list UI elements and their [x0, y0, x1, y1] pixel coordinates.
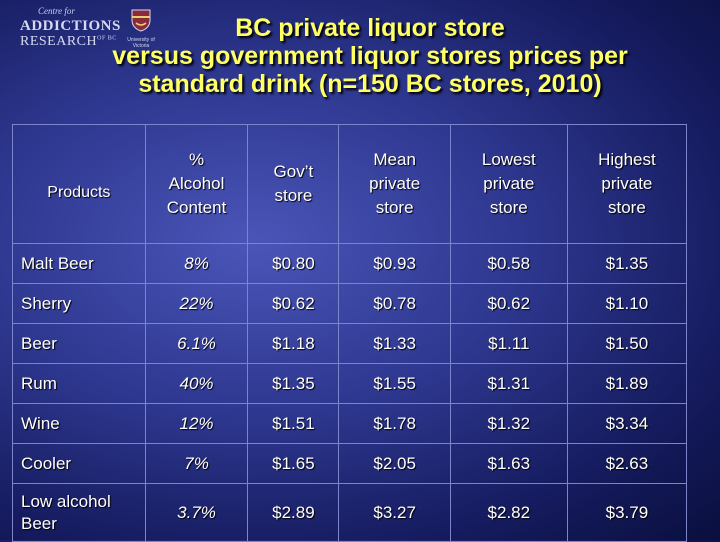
- table-row: Low alcohol Beer 3.7% $2.89 $3.27 $2.82 …: [12, 483, 688, 542]
- table-row: Cooler 7% $1.65 $2.05 $1.63 $2.63: [12, 443, 688, 484]
- header-gov-l2: store: [274, 186, 313, 205]
- product-cell: Wine: [12, 403, 146, 444]
- highest-price-cell: $2.63: [566, 443, 688, 484]
- highest-price-cell: $1.10: [566, 283, 688, 324]
- table-header: Products % Alcohol Content Gov’t store M…: [12, 124, 688, 244]
- gov-price-cell: $1.51: [247, 403, 340, 444]
- header-high-l2: private: [601, 174, 653, 193]
- product-line-1: Low alcohol: [21, 491, 111, 511]
- header-mean-l2: private: [369, 174, 421, 193]
- title-line-2: versus government liquor stores prices p…: [112, 42, 628, 70]
- header-mean-l1: Mean: [373, 150, 416, 169]
- logo-line-research: RESEARCHOF BC: [20, 34, 117, 50]
- alcohol-cell: 8%: [144, 243, 249, 284]
- header-alcohol-l1: %: [188, 150, 205, 169]
- lowest-price-cell: $1.32: [449, 403, 568, 444]
- header-row: Products % Alcohol Content Gov’t store M…: [12, 124, 688, 244]
- highest-price-cell: $3.79: [566, 483, 688, 542]
- alcohol-cell: 40%: [144, 363, 249, 404]
- product-cell: Cooler: [12, 443, 146, 484]
- product-cell: Sherry: [12, 283, 146, 324]
- mean-price-cell: $0.78: [338, 283, 451, 324]
- lowest-price-cell: $1.31: [449, 363, 568, 404]
- header-alcohol-l3: Content: [166, 198, 227, 217]
- header-gov-l1: Gov’t: [273, 162, 314, 181]
- product-line-2: Beer: [21, 513, 57, 533]
- highest-price-cell: $1.50: [566, 323, 688, 364]
- logo-of-bc: OF BC: [97, 35, 117, 42]
- highest-price-cell: $1.35: [566, 243, 688, 284]
- header-mean-l3: store: [375, 198, 414, 217]
- gov-price-cell: $0.80: [247, 243, 340, 284]
- mean-price-cell: $1.78: [338, 403, 451, 444]
- header-products: Products: [12, 124, 146, 244]
- price-comparison-table: Products % Alcohol Content Gov’t store M…: [12, 124, 688, 542]
- mean-price-cell: $1.55: [338, 363, 451, 404]
- alcohol-cell: 6.1%: [144, 323, 249, 364]
- university-crest-icon: [131, 9, 151, 32]
- gov-price-cell: $0.62: [247, 283, 340, 324]
- mean-price-cell: $2.05: [338, 443, 451, 484]
- title-line-3: standard drink (n=150 BC stores, 2010): [138, 70, 602, 98]
- product-cell: Rum: [12, 363, 146, 404]
- product-cell: Low alcohol Beer: [12, 483, 146, 542]
- table-row: Beer 6.1% $1.18 $1.33 $1.11 $1.50: [12, 323, 688, 364]
- table-row: Malt Beer 8% $0.80 $0.93 $0.58 $1.35: [12, 243, 688, 284]
- product-cell: Malt Beer: [12, 243, 146, 284]
- logo-research-word: RESEARCH: [20, 34, 98, 49]
- mean-price-cell: $0.93: [338, 243, 451, 284]
- header-low-l1: Lowest: [481, 150, 536, 169]
- lowest-price-cell: $1.11: [449, 323, 568, 364]
- logo-line-addictions: ADDICTIONS: [20, 18, 121, 34]
- header-mean-private: Mean private store: [338, 124, 451, 244]
- header-high-l3: store: [607, 198, 646, 217]
- alcohol-cell: 12%: [144, 403, 249, 444]
- alcohol-cell: 7%: [144, 443, 249, 484]
- alcohol-cell: 3.7%: [144, 483, 249, 542]
- table-row: Sherry 22% $0.62 $0.78 $0.62 $1.10: [12, 283, 688, 324]
- gov-price-cell: $1.35: [247, 363, 340, 404]
- title-line-1: BC private liquor store: [235, 14, 505, 42]
- gov-price-cell: $1.65: [247, 443, 340, 484]
- table-row: Rum 40% $1.35 $1.55 $1.31 $1.89: [12, 363, 688, 404]
- logo-line-centre-for: Centre for: [38, 6, 75, 16]
- header-alcohol-content: % Alcohol Content: [144, 124, 249, 244]
- header-highest-private: Highest private store: [566, 124, 688, 244]
- header-high-l1: Highest: [598, 150, 656, 169]
- header-low-l3: store: [489, 198, 528, 217]
- slide-title: BC private liquor store versus governmen…: [60, 14, 680, 98]
- highest-price-cell: $3.34: [566, 403, 688, 444]
- gov-price-cell: $2.89: [247, 483, 340, 542]
- header-low-l2: private: [483, 174, 535, 193]
- lowest-price-cell: $0.62: [449, 283, 568, 324]
- table-row: Wine 12% $1.51 $1.78 $1.32 $3.34: [12, 403, 688, 444]
- table-body: Malt Beer 8% $0.80 $0.93 $0.58 $1.35 She…: [12, 243, 688, 542]
- gov-price-cell: $1.18: [247, 323, 340, 364]
- alcohol-cell: 22%: [144, 283, 249, 324]
- lowest-price-cell: $0.58: [449, 243, 568, 284]
- product-cell: Beer: [12, 323, 146, 364]
- university-name: University of Victoria: [127, 37, 155, 49]
- header-alcohol-l2: Alcohol: [168, 174, 225, 193]
- header-lowest-private: Lowest private store: [449, 124, 568, 244]
- lowest-price-cell: $2.82: [449, 483, 568, 542]
- research-centre-logo: Centre for ADDICTIONS RESEARCHOF BC Univ…: [20, 6, 160, 50]
- mean-price-cell: $3.27: [338, 483, 451, 542]
- highest-price-cell: $1.89: [566, 363, 688, 404]
- header-gov-store: Gov’t store: [247, 124, 340, 244]
- mean-price-cell: $1.33: [338, 323, 451, 364]
- lowest-price-cell: $1.63: [449, 443, 568, 484]
